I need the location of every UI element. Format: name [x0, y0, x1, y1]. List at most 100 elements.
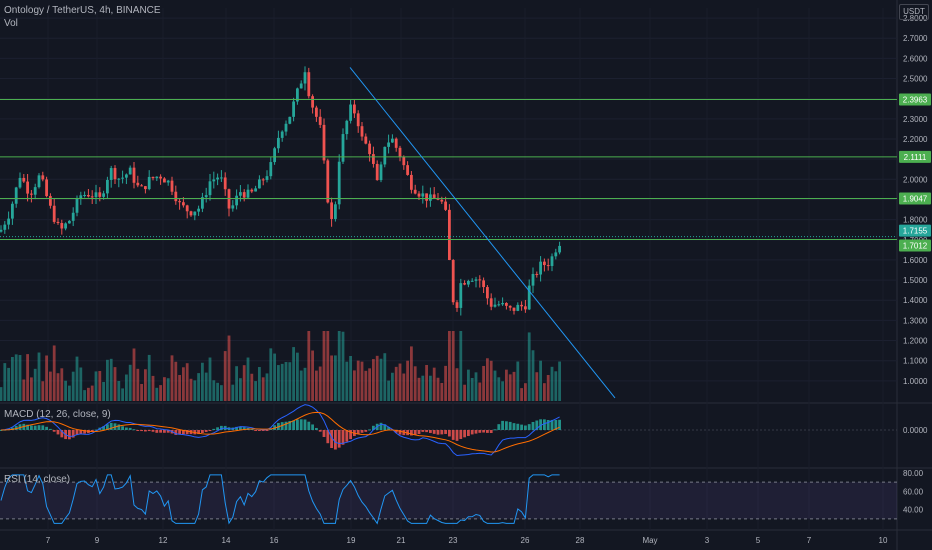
macd-histogram-bar — [125, 427, 128, 430]
candle-body — [11, 203, 14, 219]
candle-body — [558, 245, 561, 253]
macd-histogram-bar — [56, 430, 60, 435]
volume-bar — [197, 373, 200, 401]
candle-body — [22, 177, 26, 182]
volume-bar — [550, 366, 554, 401]
macd-histogram-bar — [151, 430, 155, 432]
volume-bar — [459, 331, 463, 401]
volume-bar — [189, 378, 193, 401]
volume-bar — [546, 375, 550, 401]
candle-body — [307, 72, 311, 97]
volume-bar — [341, 331, 345, 401]
volume-bar — [360, 361, 364, 401]
macd-histogram-bar — [417, 430, 421, 434]
volume-bar — [147, 354, 151, 401]
volume-bar — [375, 355, 379, 401]
time-tick-label: 21 — [397, 536, 406, 545]
candle-body — [235, 195, 238, 206]
volume-bar — [201, 362, 204, 401]
candle-body — [189, 211, 193, 216]
candle-body — [296, 88, 299, 102]
volume-bar — [451, 331, 455, 401]
volume-bar — [326, 331, 330, 401]
rsi-line — [0, 474, 560, 525]
macd-histogram-bar — [448, 430, 451, 437]
macd-histogram-bar — [360, 430, 364, 433]
macd-histogram-bar — [159, 430, 162, 433]
macd-histogram-bar — [489, 430, 493, 434]
time-tick-label: 23 — [449, 536, 458, 545]
volume-bar — [90, 385, 94, 401]
candle-body — [140, 185, 143, 187]
chart-title: Ontology / TetherUS, 4h, BINANCE — [4, 5, 161, 16]
macd-histogram-bar — [182, 430, 185, 435]
volume-bar — [45, 355, 48, 401]
volume-bar — [52, 345, 56, 401]
volume-bar — [474, 372, 478, 401]
candle-body — [368, 143, 371, 155]
candle-body — [406, 165, 409, 175]
macd-histogram-bar — [45, 426, 48, 430]
candle-body — [159, 176, 162, 179]
candle-body — [254, 188, 257, 192]
macd-histogram-bar — [459, 430, 463, 439]
candle-body — [106, 179, 109, 194]
candle-body — [398, 147, 402, 158]
candle-body — [356, 113, 360, 127]
macd-histogram-bar — [136, 430, 140, 431]
candle-body — [318, 116, 322, 125]
macd-histogram-bar — [102, 426, 105, 430]
macd-histogram-bar — [512, 423, 516, 430]
macd-histogram-bar — [550, 419, 554, 430]
candle-body — [315, 107, 318, 117]
candle-body — [417, 193, 421, 197]
candle-body — [250, 189, 254, 192]
volume-bar — [299, 370, 303, 401]
macd-histogram-bar — [284, 421, 288, 430]
macd-histogram-bar — [311, 424, 314, 430]
candle-body — [349, 104, 352, 121]
candle-body — [52, 205, 56, 222]
volume-bar — [231, 384, 235, 401]
price-tick-label: 1.6000 — [903, 256, 928, 265]
candle-body — [448, 209, 451, 261]
volume-bar — [436, 377, 440, 401]
macd-histogram-bar — [60, 430, 64, 438]
candle-body — [258, 179, 261, 189]
macd-histogram-bar — [128, 427, 132, 430]
candle-body — [478, 279, 482, 281]
macd-histogram-bar — [467, 430, 470, 436]
macd-histogram-bar — [33, 425, 37, 430]
price-tick-label: 2.3000 — [903, 115, 928, 124]
candle-body — [474, 279, 478, 281]
macd-histogram-bar — [37, 425, 41, 430]
volume-bar — [159, 385, 162, 401]
volume-bar — [364, 370, 368, 401]
volume-bar — [421, 375, 425, 401]
volume-label: Vol — [4, 18, 18, 29]
macd-histogram-bar — [174, 430, 178, 435]
macd-histogram-bar — [493, 429, 497, 431]
volume-bar — [235, 366, 238, 401]
macd-histogram-bar — [303, 419, 307, 430]
volume-bar — [470, 377, 474, 401]
volume-bar — [163, 377, 166, 401]
volume-bar — [0, 387, 3, 401]
volume-bar — [170, 355, 174, 401]
macd-histogram-bar — [318, 430, 322, 432]
candle-body — [208, 181, 212, 196]
macd-histogram-bar — [516, 423, 520, 430]
rsi-label: RSI (14, close) — [4, 474, 71, 485]
candle-body — [311, 96, 314, 108]
macd-tick-label: 0.0000 — [903, 426, 928, 435]
trendline — [349, 67, 616, 399]
volume-bar — [280, 363, 284, 401]
candle-body — [87, 195, 90, 197]
volume-bar — [505, 369, 508, 401]
volume-bar — [144, 369, 147, 401]
currency-button[interactable]: USDT — [899, 4, 929, 20]
candle-body — [174, 191, 178, 202]
candle-body — [292, 101, 295, 117]
macd-histogram-bar — [463, 430, 466, 438]
